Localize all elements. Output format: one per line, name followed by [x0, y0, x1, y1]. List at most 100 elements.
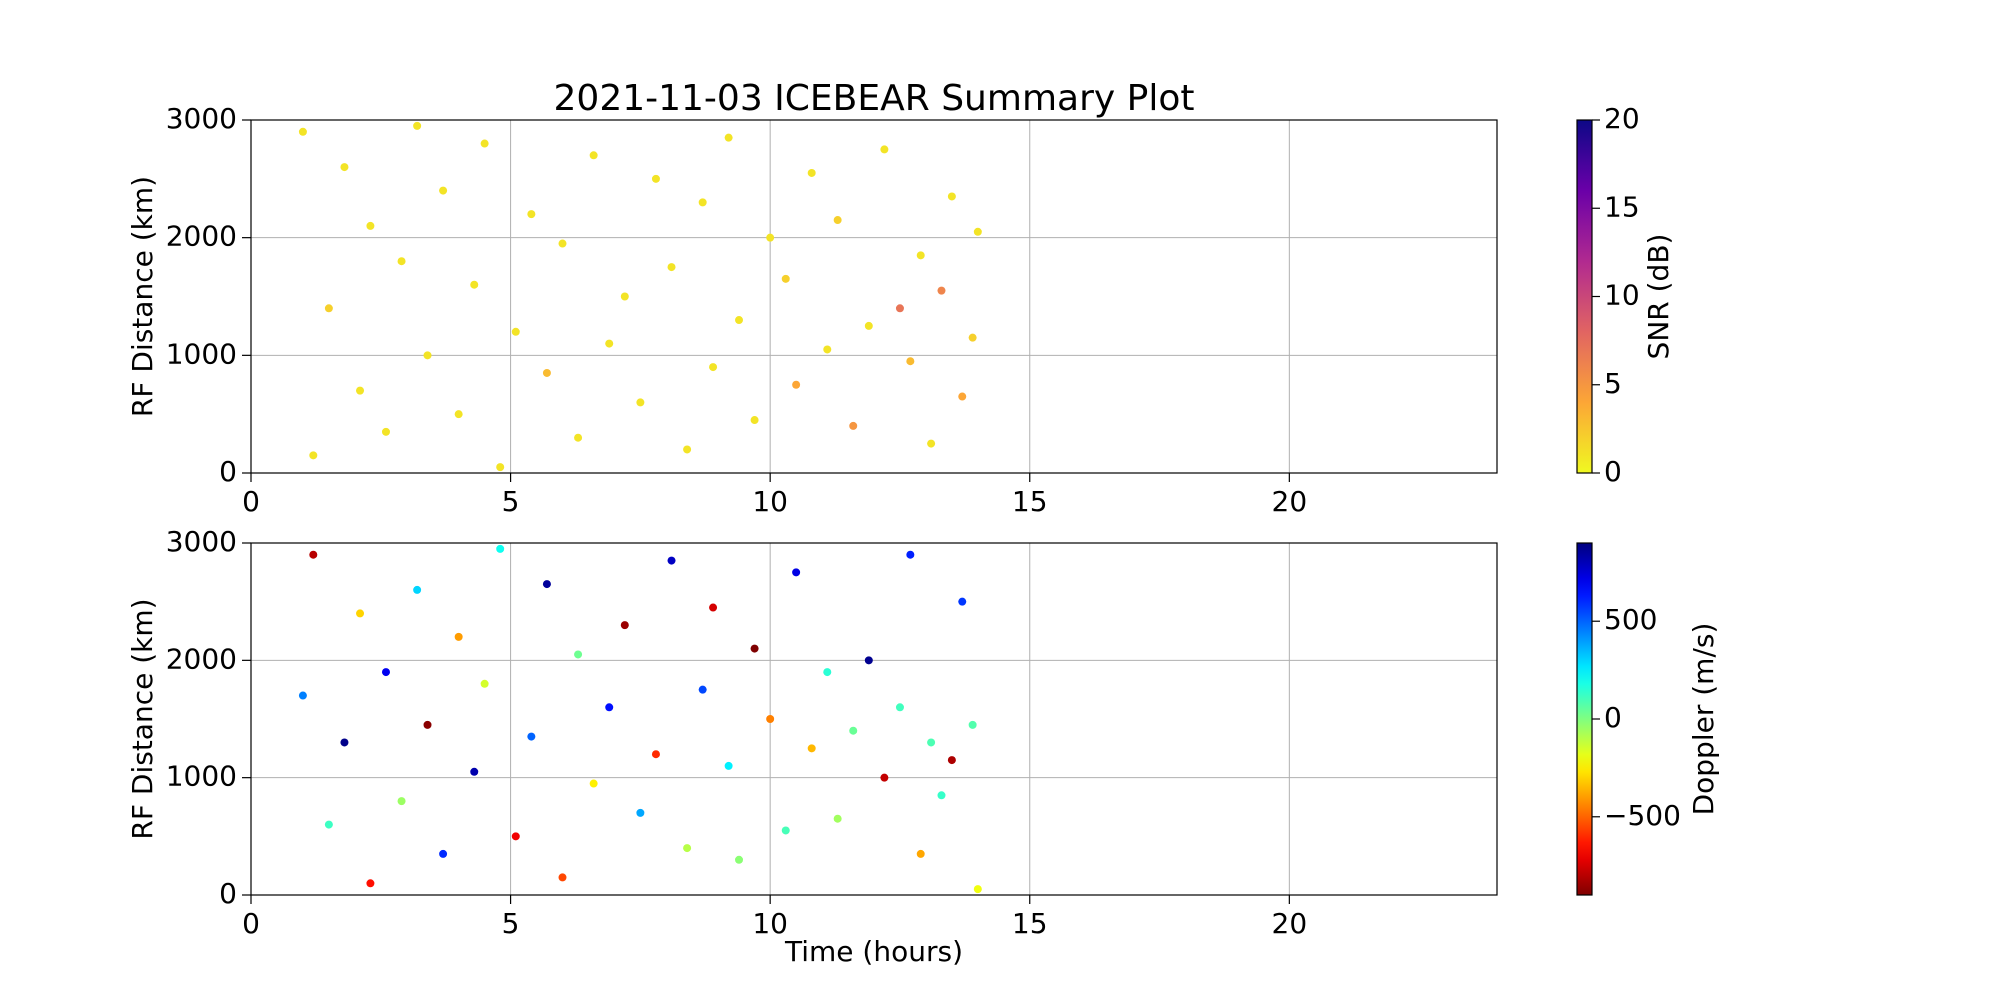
point	[735, 316, 744, 325]
colorbar-tick-label: 0	[1604, 701, 1622, 734]
point	[636, 398, 645, 407]
point	[439, 849, 448, 858]
point	[309, 550, 318, 559]
point	[496, 544, 505, 553]
point	[683, 445, 692, 454]
point	[397, 257, 406, 266]
point	[381, 668, 390, 677]
colorbar-tick-label: 15	[1604, 190, 1640, 223]
x-axis-label: Time (hours)	[784, 935, 963, 968]
point	[781, 274, 790, 283]
plot-frame	[250, 119, 1498, 474]
y-tick-label: 1000	[166, 760, 237, 793]
point	[527, 210, 536, 219]
point	[958, 597, 967, 606]
point	[750, 644, 759, 653]
point	[340, 163, 349, 172]
point	[298, 691, 307, 700]
colorbar	[1576, 119, 1593, 474]
point	[968, 333, 977, 342]
x-tick-label: 15	[1012, 907, 1048, 940]
point	[366, 879, 375, 888]
point	[823, 345, 832, 354]
colorbar-label: SNR (dB)	[1642, 234, 1675, 360]
point	[511, 327, 520, 336]
x-tick-label: 0	[242, 907, 260, 940]
point	[683, 844, 692, 853]
point	[709, 603, 718, 612]
point	[470, 767, 479, 776]
point	[766, 233, 775, 242]
point	[880, 773, 889, 782]
point	[636, 808, 645, 817]
point	[667, 556, 676, 565]
plot-frame	[250, 542, 1498, 896]
point	[895, 304, 904, 313]
colorbar-tick-label: 20	[1604, 102, 1640, 135]
x-tick-label: 5	[502, 907, 520, 940]
point	[413, 121, 422, 130]
point	[849, 421, 858, 430]
point	[849, 726, 858, 735]
point	[558, 239, 567, 248]
y-axis-label: RF Distance (km)	[126, 598, 159, 839]
point	[366, 221, 375, 230]
point	[651, 174, 660, 183]
point	[423, 351, 432, 360]
point	[927, 738, 936, 747]
point	[309, 451, 318, 460]
point	[864, 321, 873, 330]
point	[958, 392, 967, 401]
point	[381, 427, 390, 436]
colorbar-label: Doppler (m/s)	[1687, 623, 1720, 816]
point	[667, 263, 676, 272]
point	[340, 738, 349, 747]
point	[766, 715, 775, 723]
colorbar	[1576, 542, 1593, 896]
point	[823, 668, 832, 677]
point	[480, 679, 489, 688]
point	[356, 609, 365, 618]
y-tick-label: 0	[219, 877, 237, 910]
colorbar-tick-label: 0	[1604, 455, 1622, 488]
point	[792, 380, 801, 389]
point	[454, 632, 463, 641]
y-tick-label: 2000	[166, 220, 237, 253]
point	[880, 145, 889, 154]
chart-title: 2021-11-03 ICEBEAR Summary Plot	[554, 78, 1195, 119]
point	[906, 550, 915, 559]
point	[542, 580, 551, 589]
point	[724, 133, 733, 142]
point	[698, 198, 707, 207]
point	[496, 463, 505, 472]
point	[480, 139, 489, 148]
point	[470, 280, 479, 289]
x-tick-label: 10	[752, 485, 788, 518]
point	[724, 761, 733, 770]
point	[413, 585, 422, 594]
point	[454, 410, 463, 419]
point	[947, 192, 956, 201]
point	[324, 304, 333, 313]
point	[968, 720, 977, 729]
point	[833, 216, 842, 225]
x-tick-label: 5	[502, 485, 520, 518]
point	[651, 750, 660, 759]
colorbar-tick-label: −500	[1604, 799, 1681, 832]
point	[558, 873, 567, 882]
point	[781, 826, 790, 835]
point	[895, 703, 904, 712]
point	[807, 168, 816, 177]
point	[574, 433, 583, 442]
point	[397, 797, 406, 806]
point	[916, 251, 925, 260]
x-tick-label: 10	[752, 907, 788, 940]
point	[439, 186, 448, 195]
point	[947, 756, 956, 765]
point	[589, 151, 598, 160]
point	[698, 685, 707, 694]
point	[807, 744, 816, 753]
y-tick-label: 2000	[166, 642, 237, 675]
x-tick-label: 0	[242, 485, 260, 518]
